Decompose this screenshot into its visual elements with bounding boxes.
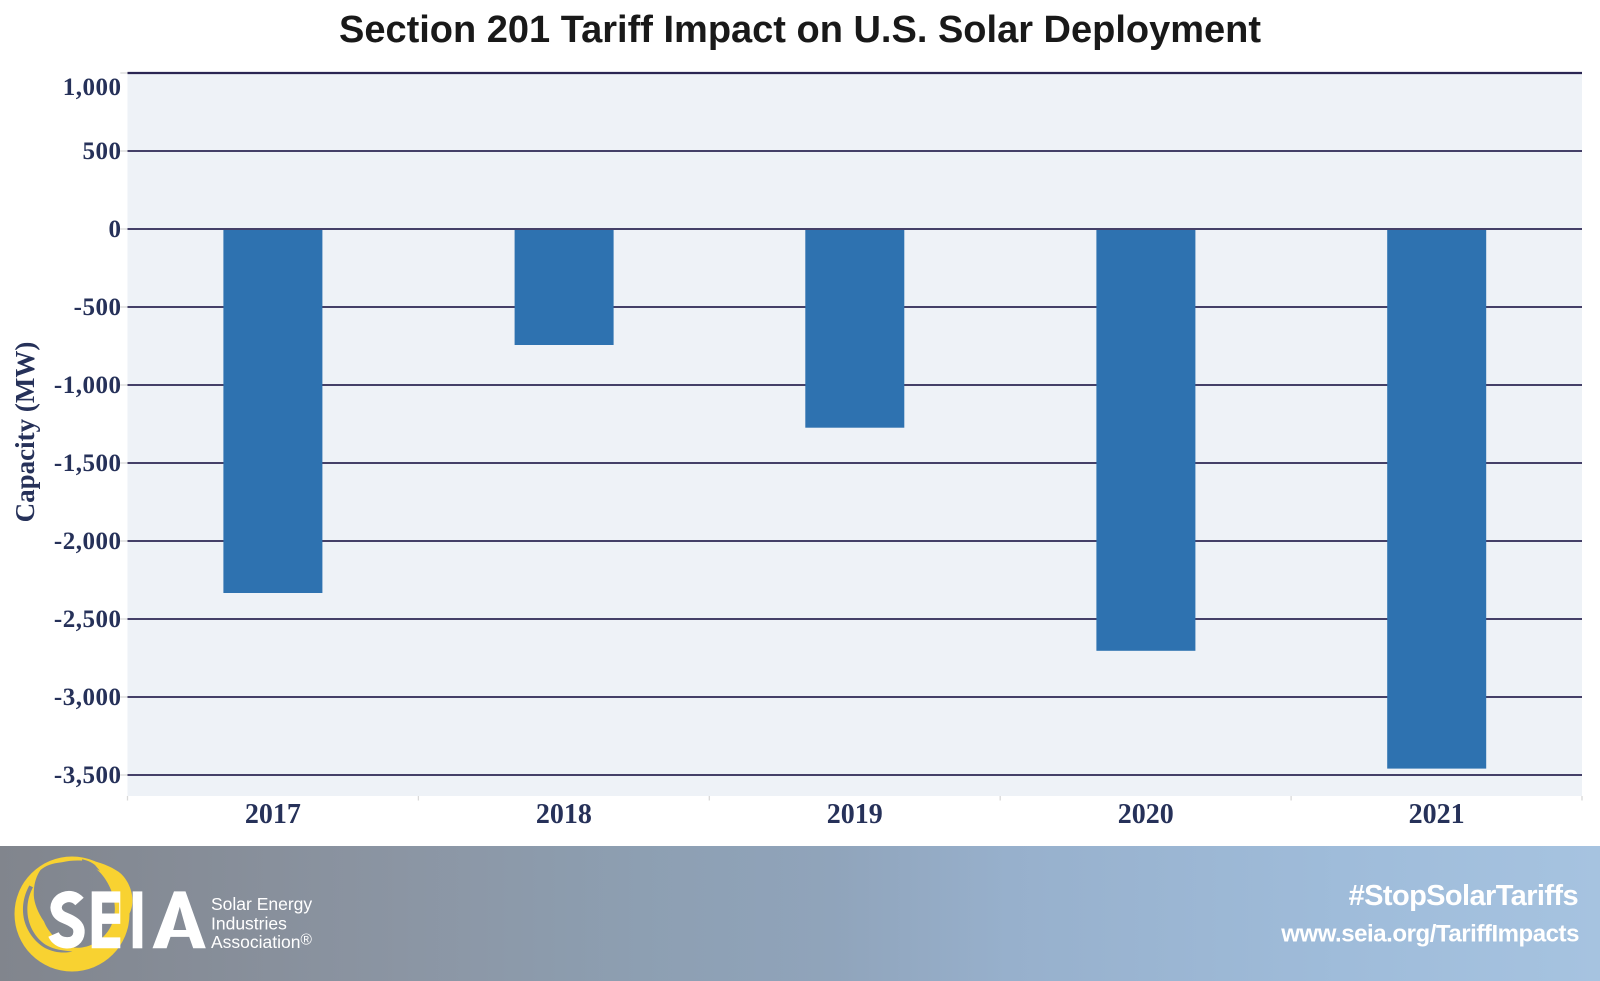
- svg-text:500: 500: [83, 138, 122, 165]
- svg-text:Capacity (MW): Capacity (MW): [10, 342, 40, 523]
- svg-text:2019: 2019: [827, 799, 883, 830]
- svg-text:1,000: 1,000: [63, 74, 122, 101]
- svg-text:0: 0: [109, 216, 122, 243]
- svg-text:-3,000: -3,000: [54, 684, 122, 711]
- svg-text:#StopSolarTariffs: #StopSolarTariffs: [1349, 880, 1578, 912]
- svg-text:-500: -500: [74, 294, 122, 321]
- svg-text:2017: 2017: [245, 799, 301, 830]
- svg-text:Solar Energy: Solar Energy: [211, 894, 312, 914]
- svg-text:Section 201 Tariff Impact on U: Section 201 Tariff Impact on U.S. Solar …: [339, 9, 1261, 51]
- svg-text:-1,000: -1,000: [54, 372, 122, 399]
- svg-text:-2,500: -2,500: [54, 606, 122, 633]
- svg-text:-1,500: -1,500: [54, 450, 122, 477]
- svg-text:Association®: Association®: [211, 932, 313, 953]
- svg-text:2018: 2018: [536, 799, 592, 830]
- svg-text:-3,500: -3,500: [54, 762, 122, 789]
- svg-text:2021: 2021: [1409, 799, 1465, 830]
- svg-text:Industries: Industries: [211, 914, 287, 934]
- svg-text:2020: 2020: [1118, 799, 1174, 830]
- svg-text:www.seia.org/TariffImpacts: www.seia.org/TariffImpacts: [1280, 921, 1579, 948]
- svg-text:-2,000: -2,000: [54, 528, 122, 555]
